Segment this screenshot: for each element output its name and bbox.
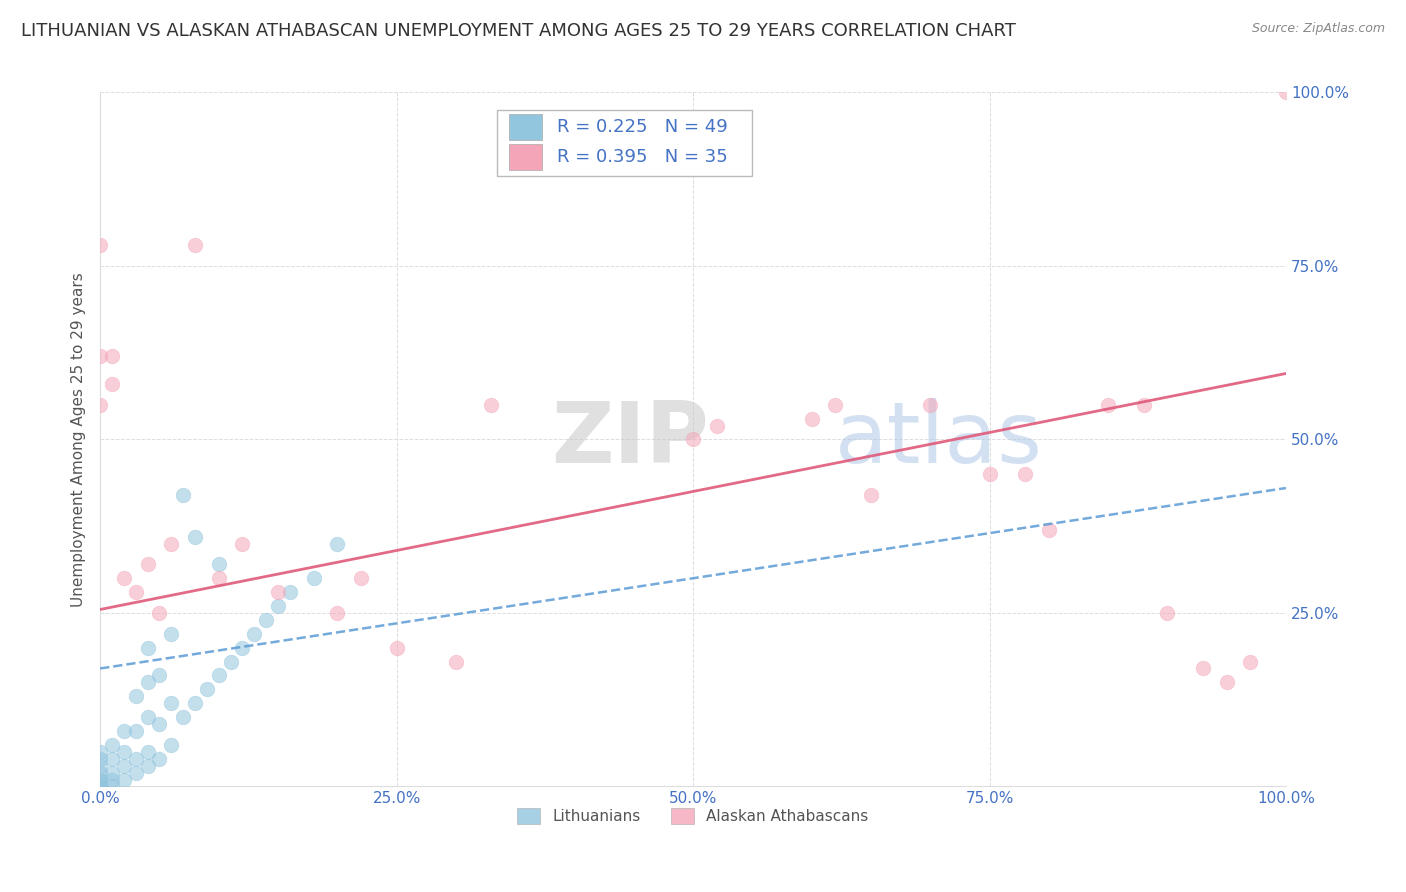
Point [243, 627, 266, 641]
Point [326, 606, 349, 620]
Point [219, 655, 242, 669]
Point [125, 723, 148, 738]
Point [89, 772, 111, 787]
Point [267, 599, 290, 613]
Text: R = 0.395   N = 35: R = 0.395 N = 35 [557, 148, 727, 166]
Point [112, 571, 135, 585]
Point [278, 585, 301, 599]
Point [1097, 398, 1119, 412]
Bar [509, 144, 543, 170]
Point [101, 752, 124, 766]
Point [859, 488, 882, 502]
Point [160, 738, 183, 752]
Point [89, 745, 111, 759]
Point [1239, 655, 1261, 669]
Point [112, 758, 135, 772]
Point [89, 349, 111, 363]
Point [89, 780, 111, 794]
Point [101, 780, 124, 794]
Point [1014, 467, 1036, 482]
Point [148, 752, 170, 766]
Point [125, 752, 148, 766]
Point [136, 745, 159, 759]
Point [148, 717, 170, 731]
Point [136, 675, 159, 690]
Point [1132, 398, 1154, 412]
Point [302, 571, 325, 585]
Point [800, 411, 823, 425]
Point [208, 558, 231, 572]
Point [326, 536, 349, 550]
Point [706, 418, 728, 433]
Point [148, 606, 170, 620]
Point [172, 488, 194, 502]
Text: Source: ZipAtlas.com: Source: ZipAtlas.com [1251, 22, 1385, 36]
Point [172, 710, 194, 724]
Point [89, 780, 111, 794]
Point [101, 765, 124, 780]
Y-axis label: Unemployment Among Ages 25 to 29 years: Unemployment Among Ages 25 to 29 years [72, 272, 86, 607]
Point [112, 723, 135, 738]
Point [231, 640, 253, 655]
Point [89, 758, 111, 772]
Point [979, 467, 1001, 482]
Point [208, 571, 231, 585]
Point [444, 655, 467, 669]
Point [89, 780, 111, 794]
Point [824, 398, 846, 412]
Point [136, 640, 159, 655]
Point [125, 690, 148, 704]
Point [385, 640, 408, 655]
Point [125, 765, 148, 780]
Text: ZIP: ZIP [551, 398, 709, 481]
Point [481, 398, 503, 412]
Point [101, 772, 124, 787]
Legend: Lithuanians, Alaskan Athabascans: Lithuanians, Alaskan Athabascans [517, 808, 869, 824]
Point [184, 696, 207, 710]
Point [208, 668, 231, 682]
Point [89, 765, 111, 780]
Point [89, 772, 111, 787]
Point [1215, 675, 1237, 690]
Point [89, 752, 111, 766]
Text: R = 0.225   N = 49: R = 0.225 N = 49 [557, 118, 727, 136]
FancyBboxPatch shape [498, 110, 752, 176]
Point [160, 536, 183, 550]
Point [1192, 661, 1215, 675]
Point [160, 627, 183, 641]
Point [136, 558, 159, 572]
Point [125, 585, 148, 599]
Text: LITHUANIAN VS ALASKAN ATHABASCAN UNEMPLOYMENT AMONG AGES 25 TO 29 YEARS CORRELAT: LITHUANIAN VS ALASKAN ATHABASCAN UNEMPLO… [21, 22, 1017, 40]
Point [101, 738, 124, 752]
Point [350, 571, 373, 585]
Point [231, 536, 253, 550]
Point [112, 772, 135, 787]
Point [101, 349, 124, 363]
Point [1156, 606, 1178, 620]
Point [267, 585, 290, 599]
Point [1038, 523, 1060, 537]
Point [101, 376, 124, 391]
Point [195, 682, 218, 697]
Point [136, 758, 159, 772]
Point [184, 238, 207, 252]
Point [89, 398, 111, 412]
Point [89, 780, 111, 794]
Point [112, 745, 135, 759]
Point [89, 238, 111, 252]
Point [184, 530, 207, 544]
Text: atlas: atlas [835, 398, 1043, 481]
Point [1275, 86, 1298, 100]
Point [148, 668, 170, 682]
Point [136, 710, 159, 724]
Point [254, 613, 277, 627]
Point [920, 398, 942, 412]
Point [682, 433, 704, 447]
Point [160, 696, 183, 710]
Bar [509, 114, 543, 140]
